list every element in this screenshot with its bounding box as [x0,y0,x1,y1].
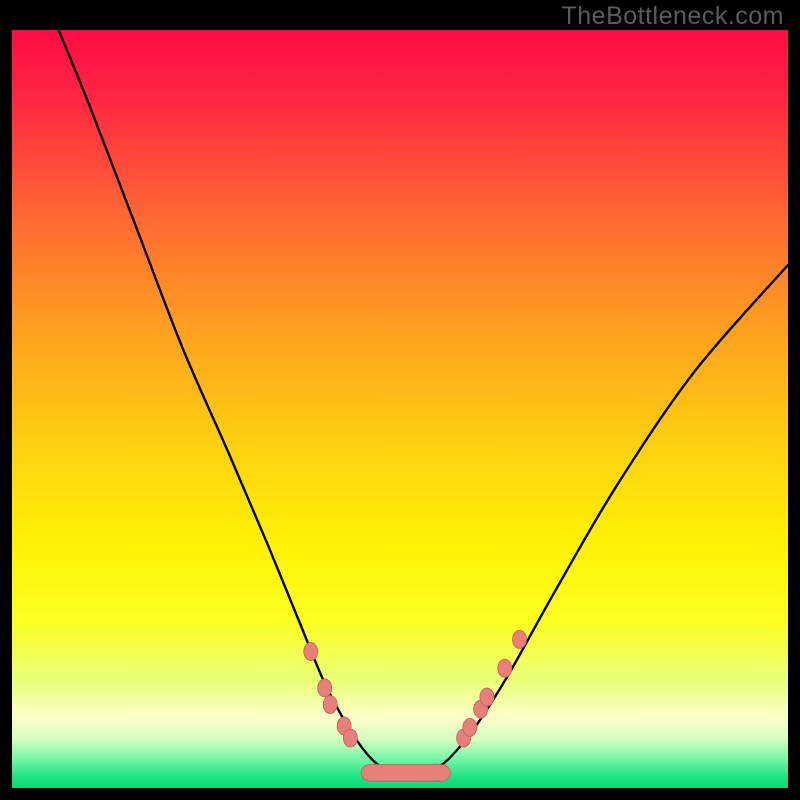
curve-marker [513,630,527,648]
curve-marker [304,643,318,661]
curve-marker [318,679,332,697]
curve-marker [323,696,337,714]
valley-bar [361,765,450,782]
bottleneck-chart [12,30,788,788]
curve-marker [463,718,477,736]
curve-marker [498,659,512,677]
watermark-text: TheBottleneck.com [562,2,785,31]
curve-marker [343,729,357,747]
chart-background [12,30,788,788]
curve-marker [480,688,494,706]
